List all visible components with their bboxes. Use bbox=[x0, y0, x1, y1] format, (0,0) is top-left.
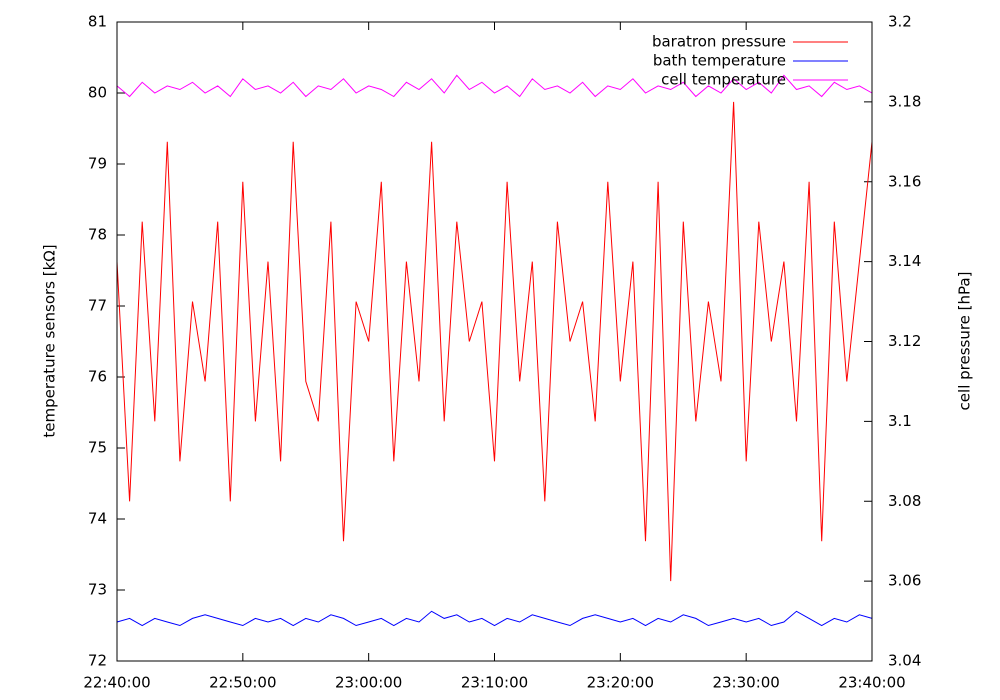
y-tick-label: 80 bbox=[88, 84, 107, 102]
x-tick-label: 22:50:00 bbox=[209, 674, 276, 692]
y2-tick-label: 3.12 bbox=[888, 332, 921, 350]
legend-label: bath temperature bbox=[653, 52, 786, 70]
y-tick-label: 78 bbox=[88, 226, 107, 244]
x-tick-label: 23:30:00 bbox=[712, 674, 779, 692]
y2-tick-label: 3.2 bbox=[888, 13, 912, 31]
x-tick-label: 22:40:00 bbox=[83, 674, 150, 692]
y-tick-label: 79 bbox=[88, 155, 107, 173]
series-line bbox=[116, 101, 873, 582]
y-tick-label: 74 bbox=[88, 510, 107, 528]
y-tick-label: 75 bbox=[88, 439, 107, 457]
y2-tick-label: 3.08 bbox=[888, 492, 921, 510]
series-line bbox=[116, 610, 873, 627]
x-tick-label: 23:40:00 bbox=[838, 674, 905, 692]
plot-frame bbox=[116, 21, 873, 662]
series-line bbox=[116, 74, 873, 98]
y2-tick-label: 3.06 bbox=[888, 572, 921, 590]
legend-label: cell temperature bbox=[661, 71, 786, 89]
y-tick-label: 77 bbox=[88, 297, 107, 315]
y-tick-label: 81 bbox=[88, 13, 107, 31]
y2-tick-label: 3.04 bbox=[888, 652, 921, 670]
y2-axis-label: cell pressure [hPa] bbox=[956, 272, 974, 411]
x-tick-label: 23:20:00 bbox=[587, 674, 654, 692]
legend-label: baratron pressure bbox=[652, 33, 786, 51]
y-tick-label: 73 bbox=[88, 581, 107, 599]
y2-tick-label: 3.1 bbox=[888, 412, 912, 430]
y-tick-label: 72 bbox=[88, 652, 107, 670]
y-tick-label: 76 bbox=[88, 368, 107, 386]
y-axis-label: temperature sensors [kΩ] bbox=[41, 244, 59, 437]
y2-tick-label: 3.16 bbox=[888, 172, 921, 190]
y2-tick-label: 3.18 bbox=[888, 92, 921, 110]
x-tick-label: 23:00:00 bbox=[335, 674, 402, 692]
y2-tick-label: 3.14 bbox=[888, 252, 921, 270]
x-tick-label: 23:10:00 bbox=[461, 674, 528, 692]
